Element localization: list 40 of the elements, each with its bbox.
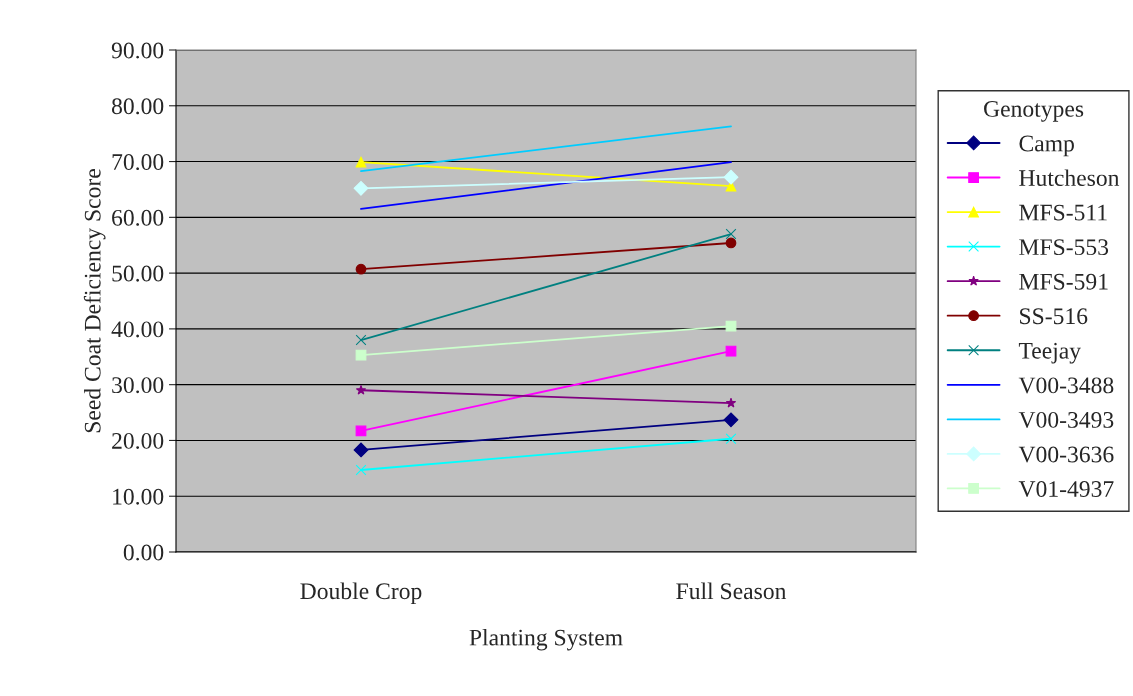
y-tick-label: 20.00 [112,432,164,449]
legend-label: Teejay [1018,342,1081,364]
point [723,169,739,185]
y-tick-label: 60.00 [112,209,164,226]
point [355,334,367,346]
x-tick-label: Double Crop [300,582,422,604]
y-tick-label: 10.00 [113,488,164,505]
y-tick-label: 30.00 [112,377,164,394]
legend-label: V00-3493 [1018,411,1114,428]
point [725,237,737,249]
legend-label: MFS-553 [1019,239,1109,256]
point [355,384,367,395]
point [725,433,737,445]
point [725,397,737,408]
legend-label: Camp [1019,135,1074,157]
y-tick-label: 70.00 [112,154,164,171]
legend-label: Hutcheson [1019,169,1120,187]
legend-label: MFS-591 [1019,273,1108,290]
point [725,345,737,357]
point [353,442,369,458]
y-axis-title: Seed Coat Deficiency Score [83,169,106,433]
point [353,180,369,196]
point [725,228,737,240]
point [355,156,367,168]
y-tick-label: 40.00 [111,321,164,338]
legend-label: V00-3488 [1018,377,1114,394]
point [355,263,367,275]
legend-title: Genotypes [984,100,1084,122]
x-axis-title: Planting System [469,628,623,651]
point [723,412,739,428]
y-tick-label: 80.00 [111,98,164,115]
y-tick-label: 50.00 [112,265,164,282]
legend-label: MFS-511 [1019,204,1107,221]
legend-label: V00-3636 [1018,446,1114,463]
legend-label: SS-516 [1020,308,1088,325]
legend-label: V01-4937 [1018,481,1114,498]
y-tick-label: 0.00 [123,544,164,561]
y-tick-label: 90.00 [111,42,164,59]
x-tick-label: Full Season [676,582,787,600]
point [355,464,367,476]
